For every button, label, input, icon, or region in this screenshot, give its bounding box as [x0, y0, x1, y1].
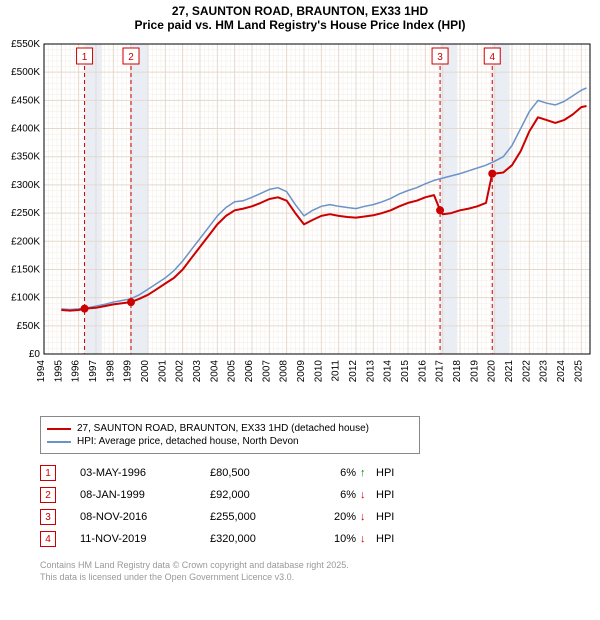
chart-marker-label: 2 — [128, 52, 134, 63]
chart-marker-label: 4 — [489, 52, 495, 63]
y-tick-label: £500K — [11, 67, 40, 78]
transaction-pct: 20% — [310, 511, 360, 523]
x-tick-label: 2025 — [573, 360, 584, 383]
legend-item: HPI: Average price, detached house, Nort… — [47, 436, 413, 447]
legend-swatch — [47, 441, 71, 443]
footnote-line2: This data is licensed under the Open Gov… — [40, 572, 600, 584]
x-tick-label: 1999 — [123, 360, 134, 383]
transaction-date: 08-JAN-1999 — [80, 489, 210, 501]
arrow-down-icon: ↓ — [360, 511, 376, 523]
x-tick-label: 2022 — [521, 360, 532, 383]
x-tick-label: 2000 — [140, 360, 151, 383]
x-tick-label: 1996 — [71, 360, 82, 383]
x-tick-label: 1995 — [53, 360, 64, 383]
arrow-up-icon: ↑ — [360, 467, 376, 479]
y-tick-label: £100K — [11, 293, 40, 304]
transaction-marker: 2 — [40, 487, 56, 503]
transaction-hpi-label: HPI — [376, 489, 416, 501]
chart-area: 1994 1995 1996 1997 1998 1999 2000 2001 2002 2003… — [0, 34, 600, 414]
transaction-date: 11-NOV-2019 — [80, 533, 210, 545]
page-root: 27, SAUNTON ROAD, BRAUNTON, EX33 1HD Pri… — [0, 0, 600, 620]
y-tick-label: £350K — [11, 152, 40, 163]
x-tick-label: 2010 — [313, 360, 324, 383]
transaction-hpi-label: HPI — [376, 467, 416, 479]
chart-marker-label: 1 — [82, 52, 88, 63]
x-tick-label: 1997 — [88, 360, 99, 383]
x-tick-label: 2007 — [261, 360, 272, 383]
x-tick-label: 2002 — [175, 360, 186, 383]
transaction-hpi-label: HPI — [376, 511, 416, 523]
x-tick-label: 2004 — [209, 360, 220, 383]
x-tick-label: 2015 — [400, 360, 411, 383]
transaction-price: £80,500 — [210, 467, 310, 479]
x-tick-label: 2011 — [331, 360, 342, 382]
transaction-row: 1 03-MAY-1996£80,5006%↑HPI — [40, 462, 600, 484]
transaction-pct: 6% — [310, 489, 360, 501]
chart-title-line2: Price paid vs. HM Land Registry's House … — [0, 18, 600, 32]
y-tick-label: £400K — [11, 124, 40, 135]
x-tick-label: 2019 — [469, 360, 480, 383]
x-tick-label: 2021 — [504, 360, 515, 383]
x-tick-label: 2016 — [417, 360, 428, 383]
transaction-date: 03-MAY-1996 — [80, 467, 210, 479]
legend-label: HPI: Average price, detached house, Nort… — [77, 436, 299, 447]
transaction-date: 08-NOV-2016 — [80, 511, 210, 523]
y-tick-label: £300K — [11, 180, 40, 191]
arrow-down-icon: ↓ — [360, 533, 376, 545]
x-tick-label: 2020 — [487, 360, 498, 383]
transaction-price: £255,000 — [210, 511, 310, 523]
x-tick-label: 2018 — [452, 360, 463, 383]
legend-swatch — [47, 428, 71, 430]
transaction-pct: 10% — [310, 533, 360, 545]
y-tick-label: £550K — [11, 39, 40, 50]
y-tick-label: £0 — [29, 349, 41, 360]
y-tick-label: £450K — [11, 95, 40, 106]
y-tick-label: £50K — [17, 321, 41, 332]
x-tick-label: 2013 — [365, 360, 376, 383]
x-tick-label: 2009 — [296, 360, 307, 383]
footnote: Contains HM Land Registry data © Crown c… — [40, 560, 600, 583]
transaction-row: 2 08-JAN-1999£92,0006%↓HPI — [40, 484, 600, 506]
transaction-marker: 3 — [40, 509, 56, 525]
transaction-price: £92,000 — [210, 489, 310, 501]
transactions-table: 103-MAY-1996£80,5006%↑HPI208-JAN-1999£92… — [40, 462, 600, 550]
legend-label: 27, SAUNTON ROAD, BRAUNTON, EX33 1HD (de… — [77, 423, 369, 434]
transaction-row: 3 08-NOV-2016£255,00020%↓HPI — [40, 506, 600, 528]
y-tick-label: £250K — [11, 208, 40, 219]
transaction-hpi-label: HPI — [376, 533, 416, 545]
transaction-pct: 6% — [310, 467, 360, 479]
arrow-down-icon: ↓ — [360, 489, 376, 501]
x-tick-label: 2003 — [192, 360, 203, 383]
y-tick-label: £200K — [11, 236, 40, 247]
transaction-price: £320,000 — [210, 533, 310, 545]
footnote-line1: Contains HM Land Registry data © Crown c… — [40, 560, 600, 572]
x-tick-label: 2014 — [383, 360, 394, 383]
x-tick-label: 2017 — [435, 360, 446, 383]
legend-item: 27, SAUNTON ROAD, BRAUNTON, EX33 1HD (de… — [47, 423, 413, 434]
x-tick-label: 2023 — [539, 360, 550, 383]
transaction-marker: 1 — [40, 465, 56, 481]
transaction-marker: 4 — [40, 531, 56, 547]
legend-box: 27, SAUNTON ROAD, BRAUNTON, EX33 1HD (de… — [40, 416, 420, 454]
x-tick-label: 2006 — [244, 360, 255, 383]
x-tick-label: 2008 — [279, 360, 290, 383]
x-tick-label: 2001 — [157, 360, 168, 383]
x-tick-label: 2024 — [556, 360, 567, 383]
x-tick-label: 2012 — [348, 360, 359, 383]
y-tick-label: £150K — [11, 264, 40, 275]
transaction-row: 4 11-NOV-2019£320,00010%↓HPI — [40, 528, 600, 550]
chart-marker-label: 3 — [437, 52, 443, 63]
x-tick-label: 1998 — [105, 360, 116, 383]
chart-title-block: 27, SAUNTON ROAD, BRAUNTON, EX33 1HD Pri… — [0, 0, 600, 34]
chart-title-line1: 27, SAUNTON ROAD, BRAUNTON, EX33 1HD — [0, 4, 600, 18]
chart-svg: 1994 1995 1996 1997 1998 1999 2000 2001 2002 2003… — [0, 34, 600, 414]
x-tick-label: 1994 — [36, 360, 47, 383]
x-tick-label: 2005 — [227, 360, 238, 383]
